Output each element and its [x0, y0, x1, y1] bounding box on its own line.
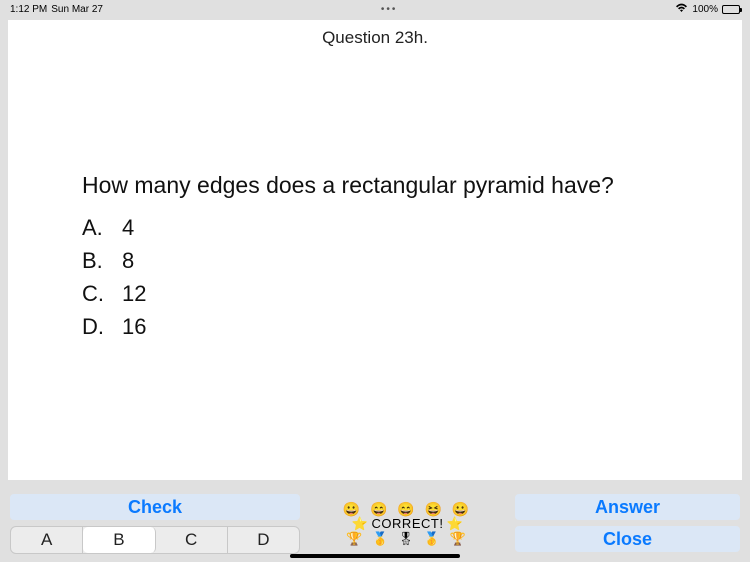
feedback-correct-text: CORRECT!	[372, 517, 444, 531]
battery-icon	[722, 5, 740, 14]
question-body: How many edges does a rectangular pyrami…	[82, 170, 668, 343]
option-row: D. 16	[82, 310, 668, 343]
status-right: 100%	[675, 3, 740, 16]
option-value: 12	[122, 277, 146, 310]
star-icon: ⭐	[446, 517, 463, 531]
option-letter: B.	[82, 244, 104, 277]
options-list: A. 4 B. 8 C. 12 D. 16	[82, 211, 668, 343]
option-letter: A.	[82, 211, 104, 244]
feedback-correct-row: ⭐ CORRECT! ⭐	[352, 517, 463, 531]
option-row: B. 8	[82, 244, 668, 277]
status-bar: 1:12 PM Sun Mar 27 ••• 100%	[0, 0, 750, 18]
option-letter: D.	[82, 310, 104, 343]
feedback-faces-row: 😀 😄 😄 😆 😀	[343, 502, 473, 517]
segment-d[interactable]: D	[228, 527, 299, 553]
segment-b[interactable]: B	[83, 527, 155, 553]
question-number-label: Question 23h.	[8, 20, 742, 48]
status-left: 1:12 PM Sun Mar 27	[10, 4, 103, 15]
segment-a[interactable]: A	[11, 527, 83, 553]
option-row: C. 12	[82, 277, 668, 310]
right-controls-column: Answer Close	[515, 494, 740, 554]
question-text: How many edges does a rectangular pyrami…	[82, 170, 668, 201]
star-icon: ⭐	[352, 517, 369, 531]
option-value: 8	[122, 244, 134, 277]
answer-button[interactable]: Answer	[515, 494, 740, 520]
status-time: 1:12 PM	[10, 4, 47, 15]
option-value: 4	[122, 211, 134, 244]
left-controls-column: Check A B C D	[10, 494, 300, 554]
wifi-icon	[675, 3, 688, 16]
check-button[interactable]: Check	[10, 494, 300, 520]
home-indicator[interactable]	[290, 554, 460, 558]
battery-percent: 100%	[692, 4, 718, 15]
close-button[interactable]: Close	[515, 526, 740, 552]
option-value: 16	[122, 310, 146, 343]
option-letter: C.	[82, 277, 104, 310]
status-date: Sun Mar 27	[51, 4, 103, 15]
feedback-panel: 😀 😄 😄 😆 😀 ⭐ CORRECT! ⭐ 🏆 🥇 🎖 🥇 🏆	[310, 494, 505, 554]
feedback-trophy-row: 🏆 🥇 🎖 🥇 🏆	[346, 532, 469, 546]
option-row: A. 4	[82, 211, 668, 244]
status-center-dots: •••	[103, 4, 675, 15]
bottom-controls: Check A B C D 😀 😄 😄 😆 😀 ⭐ CORRECT! ⭐ 🏆 🥇…	[0, 488, 750, 562]
segment-c[interactable]: C	[156, 527, 228, 553]
answer-segmented-control[interactable]: A B C D	[10, 526, 300, 554]
question-card: Question 23h. How many edges does a rect…	[8, 20, 742, 480]
